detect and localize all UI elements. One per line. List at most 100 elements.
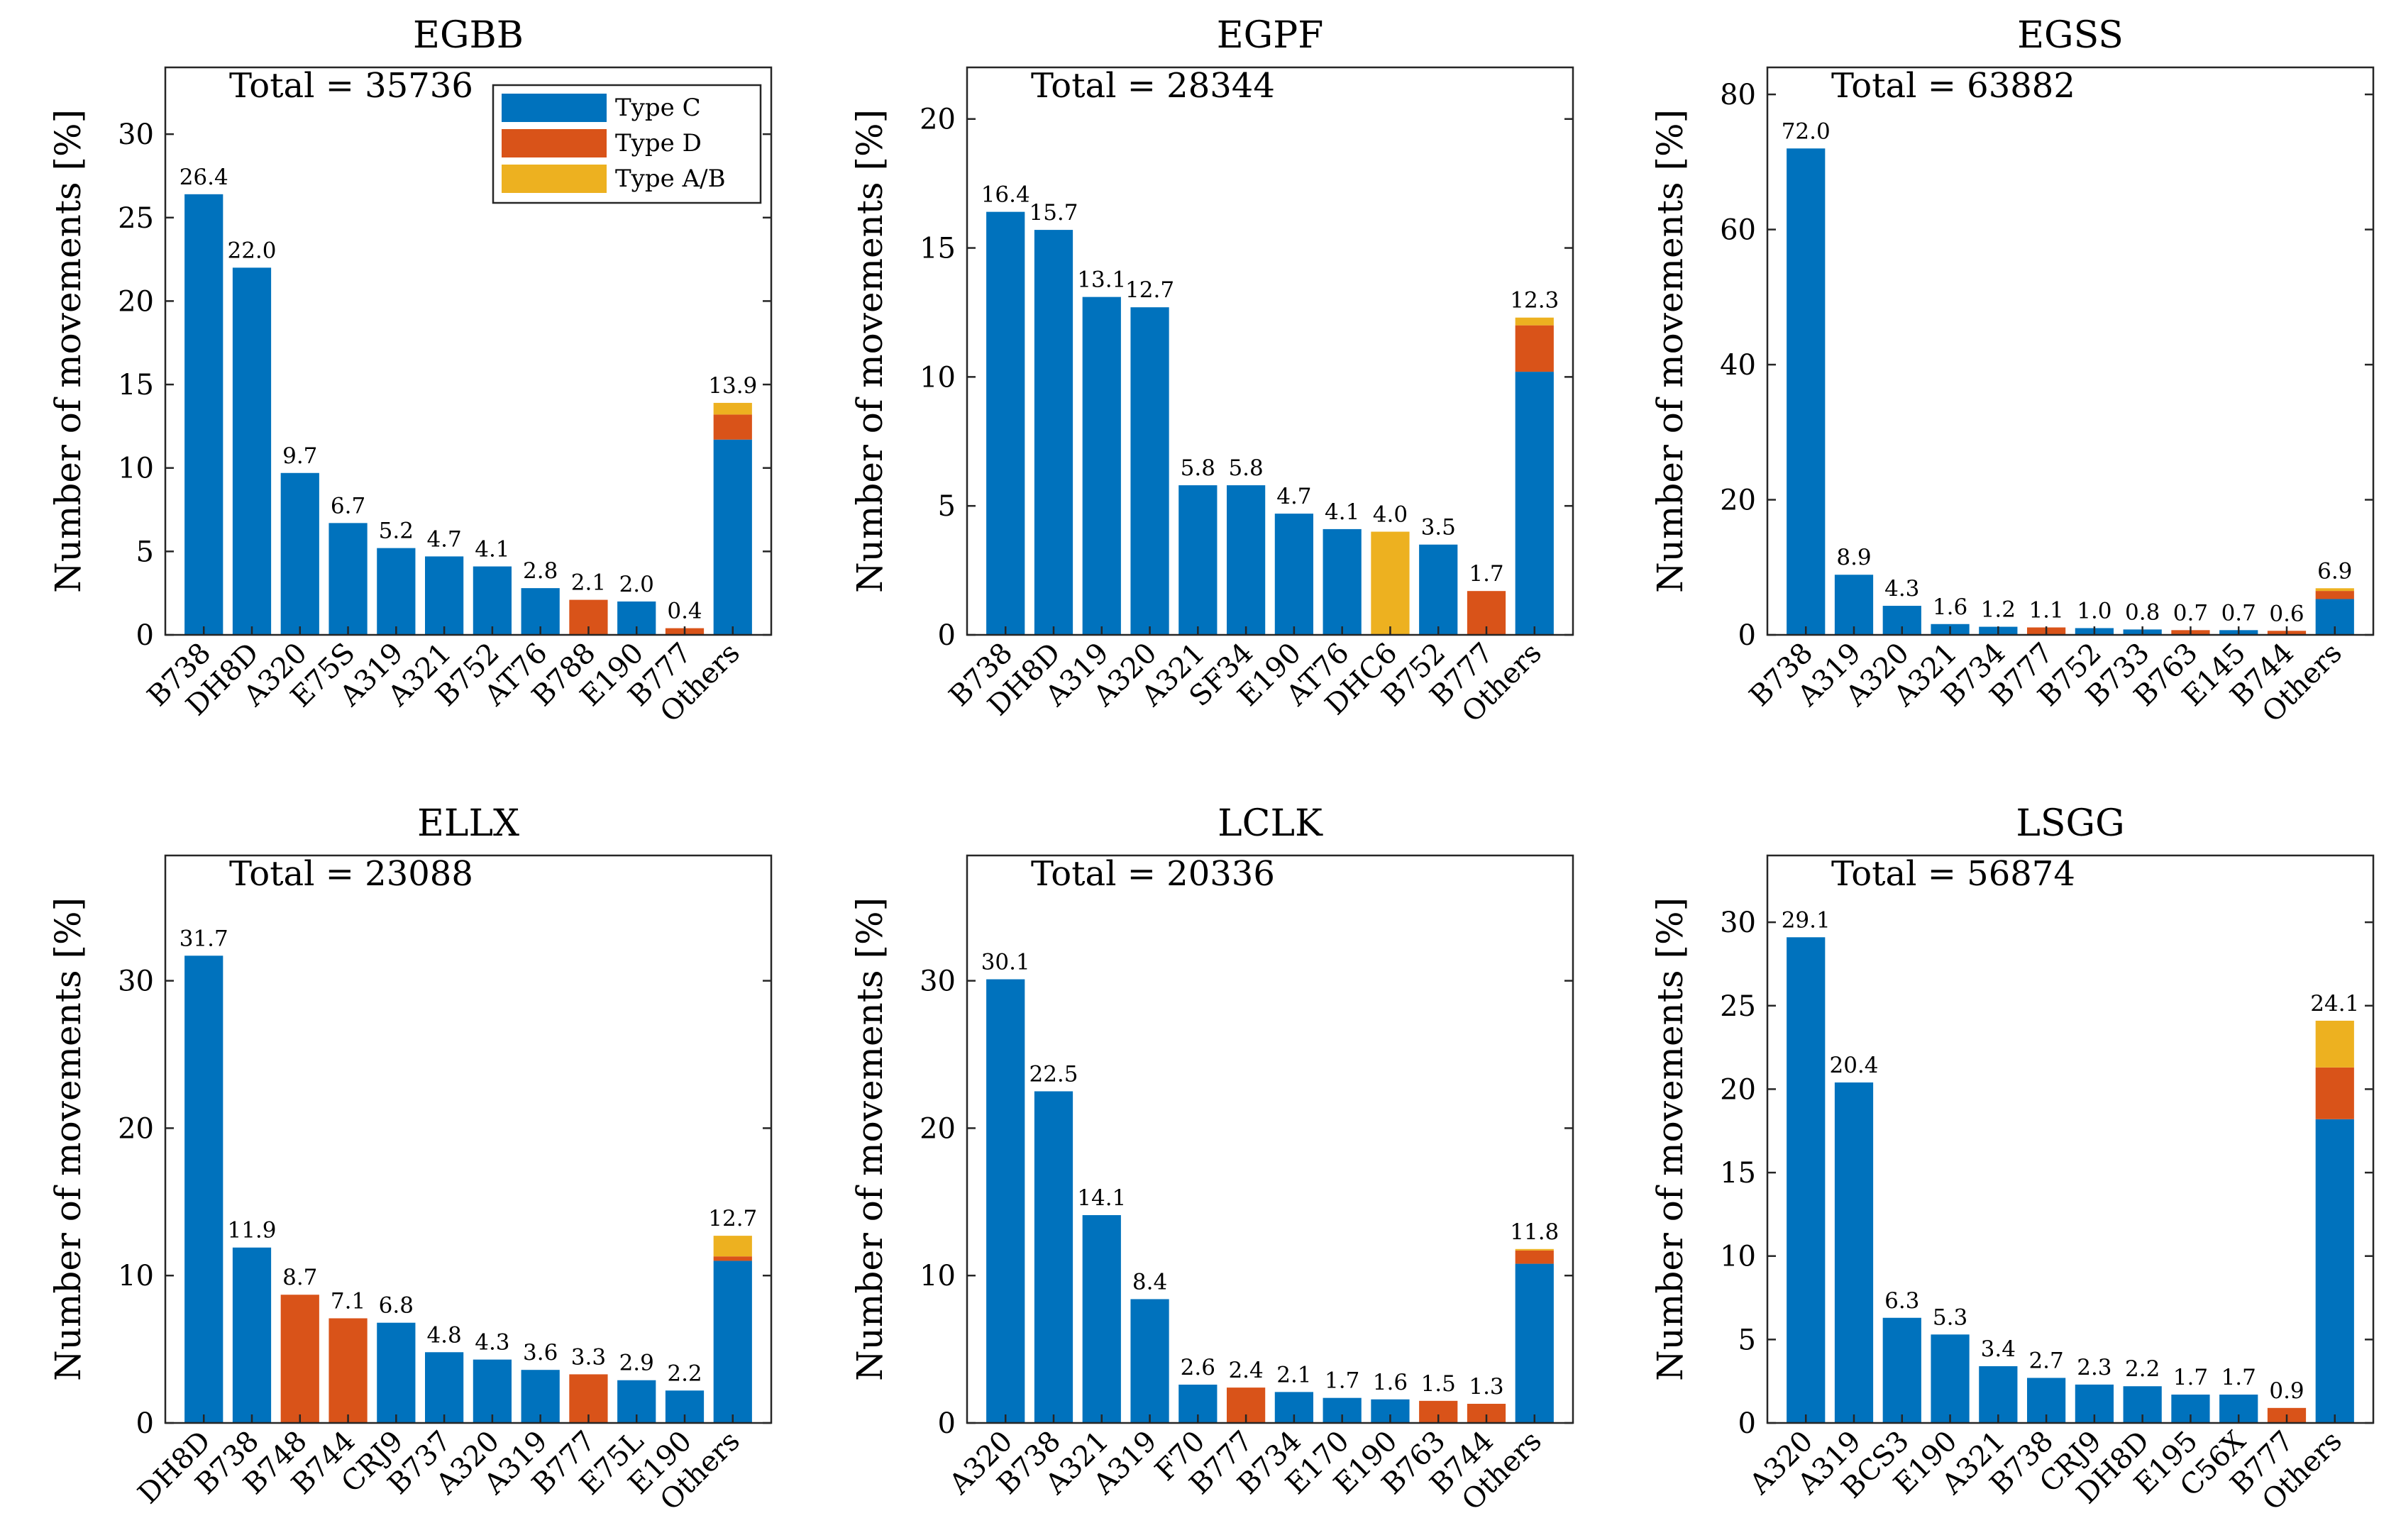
bar-value-label: 16.4 — [981, 182, 1030, 208]
bar-bcs3-typec — [1882, 1317, 1921, 1423]
y-tick-label: 10 — [920, 361, 956, 394]
bar-value-label: 22.0 — [227, 238, 276, 263]
legend-label: Type D — [615, 129, 702, 157]
axes-frame — [164, 854, 773, 1424]
bar-value-label: 12.3 — [1510, 288, 1559, 314]
bar-sf34-typec — [1227, 485, 1266, 635]
y-tick-label: 25 — [118, 202, 154, 235]
bar-value-label: 4.7 — [1276, 484, 1311, 509]
bar-value-label: 0.7 — [2173, 600, 2208, 626]
panel-title: EGSS — [2017, 14, 2124, 57]
bar-value-label: 13.1 — [1077, 267, 1126, 293]
bar-value-label: 3.6 — [523, 1340, 558, 1365]
y-tick-label: 0 — [136, 1407, 154, 1440]
bar-value-label: 20.4 — [1829, 1053, 1878, 1078]
bar-value-label: 0.9 — [2269, 1378, 2304, 1404]
bar-value-label: 1.1 — [2028, 598, 2063, 624]
bar-value-label: 3.3 — [571, 1344, 606, 1370]
bar-value-label: 29.1 — [1782, 907, 1831, 933]
bar-others-typeab — [713, 402, 752, 415]
bar-value-label: 1.6 — [1933, 594, 1967, 620]
panel-lsgg: LSGG Number of movements [%] 0 5 10 15 20 25 30 2… — [1650, 802, 2375, 1517]
bar-value-label: 2.1 — [571, 570, 606, 596]
bar-value-label: 13.9 — [708, 373, 757, 399]
bar-a321-typec — [425, 556, 464, 635]
bar-others-typec — [713, 439, 752, 635]
bar-value-label: 6.3 — [1884, 1288, 1919, 1314]
bar-a320-typec — [986, 979, 1025, 1423]
bar-at76-typec — [1323, 528, 1362, 635]
bar-value-label: 1.2 — [1981, 597, 2016, 623]
legend-label: Type C — [615, 94, 701, 122]
bar-b752-typec — [1419, 544, 1458, 635]
axes-frame — [164, 66, 773, 636]
total-label: Total = 63882 — [1831, 66, 2075, 106]
bar-a321-typec — [1082, 1215, 1121, 1423]
bar-value-label: 2.2 — [2125, 1356, 2160, 1382]
bar-dh8d-typec — [184, 955, 223, 1423]
total-label: Total = 56874 — [1831, 854, 2075, 894]
bar-value-label: 9.7 — [282, 443, 317, 469]
bar-a319-typec — [1834, 575, 1874, 635]
y-tick-label: 0 — [1738, 1407, 1756, 1440]
bar-value-label: 5.3 — [1933, 1304, 1967, 1330]
total-label: Total = 20336 — [1031, 854, 1275, 894]
y-tick-label: 0 — [136, 619, 154, 652]
bar-value-label: 1.6 — [1373, 1370, 1408, 1395]
bar-value-label: 2.3 — [2077, 1355, 2111, 1380]
bar-e75s-typec — [329, 523, 368, 635]
bar-value-label: 1.7 — [2173, 1365, 2208, 1390]
bar-b738-typec — [986, 211, 1025, 635]
bar-a319-typec — [1130, 1299, 1169, 1423]
y-tick-label: 10 — [1720, 1241, 1756, 1273]
total-label: Total = 28344 — [1031, 66, 1275, 106]
y-tick-label: 20 — [118, 285, 154, 318]
y-tick-label: 40 — [1720, 349, 1756, 382]
bar-value-label: 8.4 — [1132, 1269, 1167, 1295]
bar-others-typec — [2315, 1119, 2354, 1423]
bar-b738-typec — [1787, 148, 1826, 636]
panel-title: LCLK — [1218, 802, 1323, 845]
bar-b738-typec — [184, 194, 223, 636]
total-label: Total = 23088 — [229, 854, 473, 894]
bar-value-label: 1.7 — [2221, 1365, 2256, 1390]
y-axis-label: Number of movements [%] — [1650, 897, 1691, 1381]
bar-b738-typec — [232, 1247, 272, 1423]
bar-value-label: 26.4 — [180, 165, 228, 190]
bar-value-label: 8.7 — [282, 1265, 317, 1290]
bar-others-typeab — [713, 1236, 752, 1257]
bar-value-label: 5.2 — [379, 519, 414, 544]
y-axis-label: Number of movements [%] — [1650, 109, 1691, 593]
bar-value-label: 6.7 — [331, 493, 365, 519]
panel-title: EGBB — [413, 14, 524, 57]
y-tick-label: 5 — [938, 490, 956, 523]
bar-a321-typec — [1178, 485, 1218, 635]
y-tick-label: 15 — [920, 233, 956, 265]
bar-value-label: 4.0 — [1373, 502, 1408, 528]
bar-value-label: 1.3 — [1469, 1374, 1503, 1400]
bar-e190-typec — [1274, 514, 1313, 635]
panel-title: ELLX — [417, 802, 519, 845]
bar-value-label: 24.1 — [2310, 991, 2359, 1016]
bar-value-label: 11.8 — [1510, 1219, 1559, 1245]
bar-value-label: 3.4 — [1981, 1336, 2016, 1362]
bar-others-typed — [713, 414, 752, 440]
bar-value-label: 2.1 — [1276, 1362, 1311, 1387]
bar-value-label: 1.7 — [1469, 561, 1503, 587]
total-label: Total = 35736 — [229, 66, 473, 106]
bar-b748-typed — [280, 1295, 319, 1423]
bar-others-typec — [1515, 372, 1554, 635]
bar-value-label: 4.1 — [475, 537, 509, 563]
bar-a320-typec — [473, 1359, 512, 1423]
y-tick-label: 20 — [1720, 484, 1756, 517]
bar-value-label: 0.6 — [2269, 601, 2304, 626]
y-tick-label: 30 — [1720, 907, 1756, 939]
bar-others-typec — [1515, 1263, 1554, 1423]
y-axis-label: Number of movements [%] — [48, 897, 89, 1381]
bar-value-label: 6.8 — [379, 1293, 414, 1319]
y-tick-label: 10 — [118, 1260, 154, 1292]
y-tick-label: 15 — [118, 369, 154, 401]
